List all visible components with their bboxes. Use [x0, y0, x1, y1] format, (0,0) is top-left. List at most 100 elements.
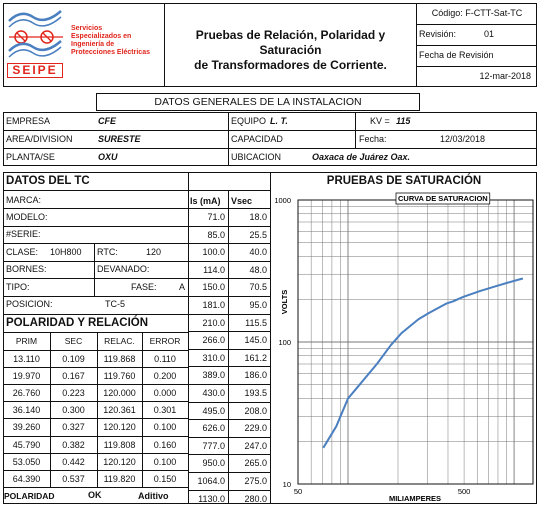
polarity-cell: 0.110 [154, 354, 176, 364]
polarity-cell: 0.301 [153, 405, 177, 416]
is-cell: 85.0 [207, 229, 225, 240]
is-cell: 430.0 [202, 388, 225, 398]
ubicacion-label: UBICACION [231, 152, 282, 162]
polarity-cell: 120.120 [103, 422, 136, 433]
polaridad-value: OK [88, 490, 102, 500]
polarity-cell: 0.109 [62, 354, 85, 364]
equipo-label: EQUIPO [231, 116, 267, 126]
capacidad-label: CAPACIDAD [231, 134, 283, 144]
is-cell: 100.0 [202, 247, 225, 258]
is-cell: 495.0 [202, 405, 225, 416]
is-cell: 1130.0 [198, 493, 225, 504]
polarity-cell: 0.537 [62, 473, 85, 484]
polarity-cell: 0.150 [153, 473, 177, 484]
is-cell: 626.0 [202, 423, 225, 434]
polarity-header: SEC [64, 336, 83, 346]
polarity-cell: 64.390 [12, 473, 41, 484]
bornes-label: BORNES: [6, 264, 47, 274]
vsec-cell: 161.2 [244, 352, 267, 363]
polarity-cell: 13.110 [13, 354, 40, 364]
polarity-cell: 19.970 [12, 371, 41, 382]
vsec-cell: 186.0 [244, 370, 267, 381]
marca-label: MARCA: [6, 195, 42, 205]
is-cell: 1064.0 [197, 476, 225, 486]
posicion-label: POSICION: [6, 299, 53, 309]
saturation-curve [322, 277, 524, 449]
polarity-cell: 0.100 [153, 456, 177, 467]
polarity-cell: 119.868 [103, 354, 136, 364]
vsec-cell: 18.0 [249, 212, 267, 222]
saturation-section-title: PRUEBAS DE SATURACIÓN [326, 175, 482, 187]
polarity-cell: 119.820 [103, 473, 136, 484]
seipe-emblem-icon [8, 10, 63, 58]
polarity-cell: 0.382 [62, 439, 85, 450]
logo-line-3: Ingeniería de [71, 41, 115, 48]
polarity-cell: 119.760 [103, 371, 136, 382]
rtc-value: 120 [146, 247, 162, 257]
rtc-label: RTC: [97, 247, 118, 257]
install-section-title: DATOS GENERALES DE LA INSTALACION [154, 96, 362, 108]
vsec-cell: 48.0 [249, 264, 267, 275]
fase-label: FASE: [131, 282, 157, 292]
polaridad-label: POLARIDAD [4, 491, 55, 501]
y-tick-label: 100 [278, 338, 291, 347]
serie-label: #SERIE: [6, 229, 41, 239]
vsec-cell: 280.0 [244, 493, 267, 504]
x-axis-label: MILIAMPERES [389, 494, 441, 503]
empresa-label: EMPRESA [6, 116, 51, 126]
polarity-cell: 0.100 [153, 422, 177, 433]
vsec-cell: 193.5 [244, 388, 267, 398]
empresa-value: CFE [98, 116, 116, 126]
form-title-line-1: Pruebas de Relación, Polaridad y Saturac… [195, 28, 386, 57]
is-cell: 266.0 [202, 335, 225, 346]
polarity-cell: 0.223 [62, 388, 85, 399]
y-tick-label: 10 [283, 480, 291, 489]
install-table [3, 112, 537, 166]
vsec-cell: 40.0 [249, 247, 267, 258]
vsec-cell: 25.5 [249, 229, 267, 240]
revision-date-label: Fecha de Revisión [419, 50, 494, 60]
logo-line-1: Servicios [71, 25, 103, 32]
polarity-cell: 120.361 [103, 405, 136, 416]
form-code: Código: F-CTT-Sat-TC [431, 8, 523, 18]
polarity-cell: 0.442 [62, 456, 85, 467]
is-cell: 389.0 [202, 370, 225, 381]
polarity-cell: 0.000 [153, 388, 177, 399]
posicion-value: TC-5 [105, 299, 125, 309]
planta-value: OXU [98, 152, 118, 162]
vsec-cell: 145.0 [244, 335, 267, 346]
vsec-cell: 247.0 [244, 440, 267, 451]
polarity-header: ERROR [149, 336, 181, 346]
chart-title-box [395, 192, 491, 205]
install-title-box [96, 93, 420, 111]
area-value: SURESTE [98, 134, 141, 144]
polarity-cell: 0.327 [62, 422, 85, 433]
polarity-cell: 120.000 [103, 388, 136, 399]
polarity-section-title: POLARIDAD Y RELACIÓN [6, 317, 149, 329]
fase-value: A [179, 282, 186, 292]
devanado-label: DEVANADO: [97, 264, 150, 274]
logo-line-2: Especializados en [71, 33, 132, 40]
polarity-cell: 53.050 [12, 456, 41, 467]
is-cell: 310.0 [202, 352, 225, 363]
y-tick-label: 1000 [274, 196, 291, 205]
polarity-cell: 119.808 [103, 439, 136, 450]
revision-date: 12-mar-2018 [479, 71, 531, 81]
x-tick-label: 500 [458, 487, 471, 496]
vsec-header: Vsec [231, 196, 253, 206]
company-logo: Servicios Especializados en Ingeniería d… [5, 5, 163, 85]
is-cell: 150.0 [202, 282, 225, 293]
polarity-header: RELAC. [104, 336, 135, 346]
polarity-cell: 36.140 [12, 405, 41, 416]
polarity-cell: 39.260 [12, 422, 41, 433]
clase-value: 10H800 [50, 247, 82, 257]
polarity-header: PRIM [15, 336, 38, 346]
area-label: AREA/DIVISION [6, 134, 73, 144]
modelo-label: MODELO: [6, 212, 48, 222]
is-cell: 71.0 [207, 212, 225, 222]
polarity-cell: 0.300 [62, 405, 85, 416]
polarity-cell: 26.760 [12, 388, 41, 399]
clase-label: CLASE: [6, 247, 39, 257]
is-cell: 181.0 [202, 300, 225, 310]
vsec-cell: 208.0 [244, 405, 267, 416]
